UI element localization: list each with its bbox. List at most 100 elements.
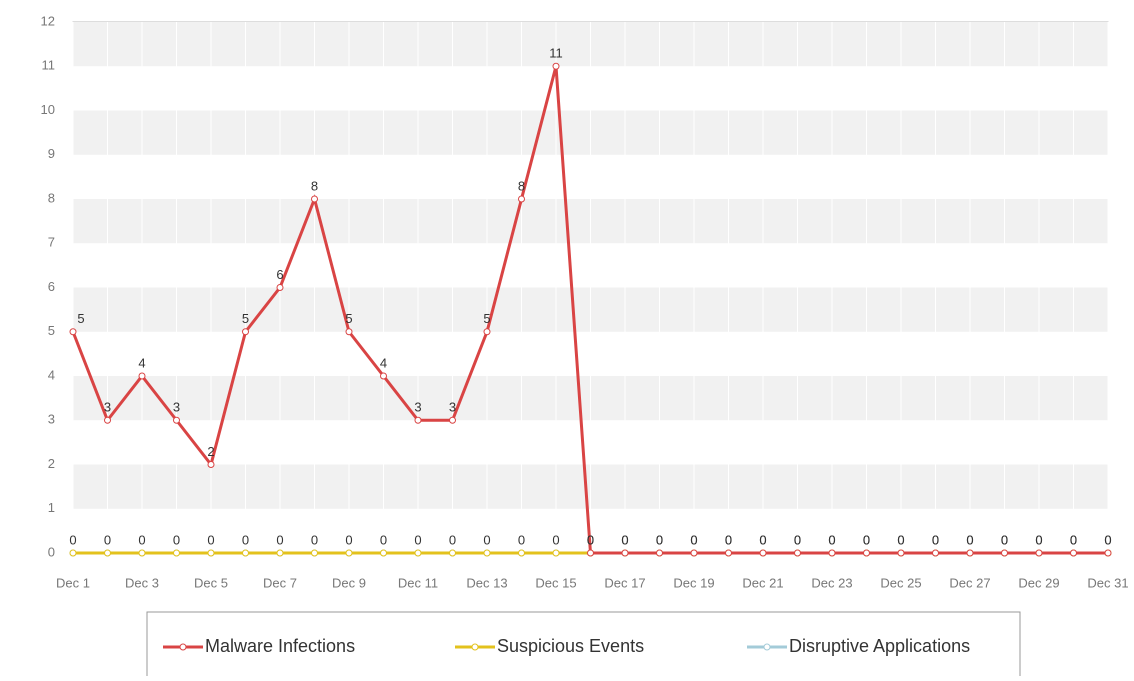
- data-label: 0: [863, 532, 870, 547]
- data-label: 0: [897, 532, 904, 547]
- data-label: 0: [380, 532, 387, 547]
- data-label: 0: [621, 532, 628, 547]
- data-label: 0: [1104, 532, 1111, 547]
- point: [69, 328, 77, 336]
- y-tick-label: 12: [41, 13, 55, 28]
- data-label: 0: [1070, 532, 1077, 547]
- point: [276, 284, 284, 291]
- x-tick-label: Dec 15: [535, 575, 576, 590]
- data-label: 2: [207, 444, 214, 459]
- point: [380, 549, 387, 557]
- legend-label: Disruptive Applications: [789, 636, 970, 656]
- point: [311, 549, 318, 557]
- point: [656, 549, 663, 557]
- data-label: 3: [104, 400, 111, 415]
- data-label: 0: [414, 532, 421, 547]
- x-tick-label: Dec 27: [949, 575, 990, 590]
- point: [725, 549, 732, 557]
- x-tick-label: Dec 11: [398, 575, 438, 590]
- x-tick-label: Dec 19: [673, 575, 714, 590]
- data-label: 5: [242, 311, 249, 326]
- data-label: 0: [1035, 532, 1042, 547]
- data-label: 0: [966, 532, 973, 547]
- point: [518, 549, 525, 557]
- data-label: 0: [897, 532, 904, 547]
- data-label: 0: [173, 532, 180, 547]
- point: [173, 549, 180, 557]
- point: [69, 549, 77, 557]
- point: [104, 416, 111, 424]
- data-label: 0: [690, 532, 697, 547]
- y-tick-label: 7: [48, 235, 55, 250]
- y-tick-label: 4: [48, 367, 55, 382]
- y-tick-label: 3: [48, 412, 55, 427]
- y-tick-label: 0: [48, 544, 55, 559]
- point: [794, 549, 801, 557]
- data-label: 0: [311, 532, 318, 547]
- point: [345, 549, 353, 557]
- point: [1070, 549, 1077, 557]
- data-label: 6: [276, 267, 283, 282]
- y-tick-label: 6: [48, 279, 55, 294]
- data-label: 0: [863, 532, 870, 547]
- point: [242, 328, 249, 336]
- legend-swatch-point: [179, 643, 187, 651]
- data-label: 0: [828, 532, 835, 547]
- point: [414, 416, 422, 424]
- legend-label: Suspicious Events: [497, 636, 644, 656]
- data-label: 0: [483, 532, 490, 547]
- data-label: 0: [449, 532, 456, 547]
- point: [242, 549, 249, 557]
- data-label: 8: [518, 178, 525, 193]
- point: [552, 62, 560, 70]
- point: [483, 328, 491, 336]
- data-label: 0: [69, 532, 76, 547]
- data-label: 0: [656, 532, 663, 547]
- data-label: 5: [345, 311, 352, 326]
- point: [414, 549, 422, 557]
- legend-label: Malware Infections: [205, 636, 355, 656]
- data-label: 0: [138, 532, 145, 547]
- point: [966, 549, 974, 557]
- data-label: 3: [449, 400, 456, 415]
- point: [621, 549, 629, 557]
- data-label: 0: [621, 532, 628, 547]
- data-label: 0: [518, 532, 525, 547]
- data-label: 5: [77, 311, 84, 326]
- y-tick-label: 2: [48, 456, 55, 471]
- point: [897, 549, 905, 557]
- legend-box: [146, 611, 1021, 681]
- point: [690, 549, 698, 557]
- data-label: 0: [587, 532, 594, 547]
- data-label: 0: [1001, 532, 1008, 547]
- point: [311, 195, 318, 203]
- x-tick-label: Dec 17: [604, 575, 645, 590]
- data-label: 0: [207, 532, 214, 547]
- x-tick-label: Dec 7: [263, 575, 297, 590]
- y-tick-label: 5: [48, 323, 55, 338]
- data-label: 0: [932, 532, 939, 547]
- y-tick-label: 11: [42, 58, 56, 73]
- point: [173, 416, 180, 424]
- data-label: 0: [725, 532, 732, 547]
- point: [449, 549, 456, 557]
- data-label: 4: [138, 355, 145, 370]
- data-label: 0: [1104, 532, 1111, 547]
- data-label: 0: [1035, 532, 1042, 547]
- x-tick-label: Dec 25: [880, 575, 921, 590]
- data-label: 0: [932, 532, 939, 547]
- x-tick-label: Dec 3: [125, 575, 159, 590]
- y-tick-label: 1: [48, 500, 55, 515]
- x-tick-label: Dec 5: [194, 575, 228, 590]
- data-label: 0: [966, 532, 973, 547]
- legend-swatch-point: [763, 643, 771, 651]
- point: [104, 549, 111, 557]
- point: [449, 416, 456, 424]
- data-label: 0: [759, 532, 766, 547]
- data-label: 0: [552, 532, 559, 547]
- point: [276, 549, 284, 557]
- point: [828, 549, 836, 557]
- point: [207, 461, 215, 468]
- point: [138, 372, 146, 380]
